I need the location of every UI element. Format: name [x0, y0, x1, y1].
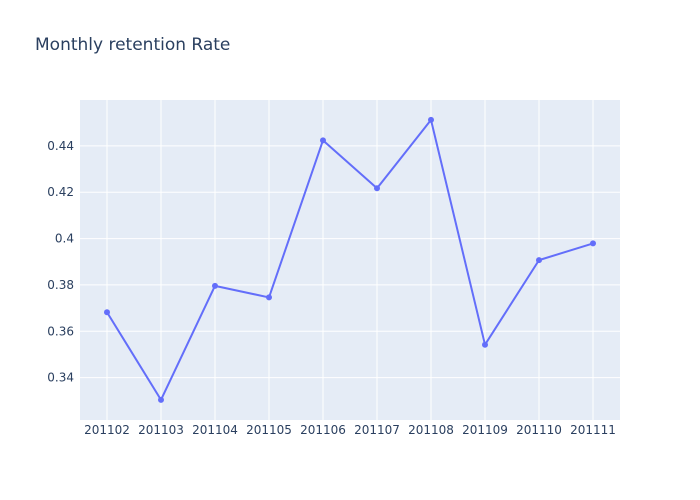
data-point[interactable]	[320, 137, 326, 144]
y-tick-label: 0.36	[47, 324, 74, 338]
data-point[interactable]	[482, 341, 488, 348]
y-tick-label: 0.44	[47, 139, 74, 153]
y-axis: 0.34 0.36 0.38 0.4 0.42 0.44	[47, 139, 74, 385]
series-line	[106, 118, 594, 401]
data-point[interactable]	[374, 185, 380, 192]
x-tick-label: 201102	[84, 423, 130, 437]
data-point[interactable]	[428, 116, 434, 123]
x-tick-label: 201110	[516, 423, 562, 437]
x-tick-label: 201104	[192, 423, 238, 437]
x-tick-label: 201103	[138, 423, 184, 437]
y-tick-label: 0.38	[47, 278, 74, 292]
x-tick-label: 201111	[570, 423, 616, 437]
y-tick-label: 0.4	[55, 232, 74, 246]
data-point[interactable]	[212, 282, 218, 289]
series-layer	[104, 116, 596, 403]
chart-title: Monthly retention Rate	[35, 35, 230, 55]
y-tick-label: 0.42	[47, 185, 74, 199]
grid-lines	[80, 100, 620, 420]
x-tick-label: 201109	[462, 423, 508, 437]
data-point[interactable]	[266, 294, 272, 301]
plot-area	[80, 100, 620, 420]
data-point[interactable]	[536, 257, 542, 264]
x-tick-label: 201105	[246, 423, 292, 437]
data-point[interactable]	[590, 240, 596, 247]
x-tick-label: 201108	[408, 423, 454, 437]
x-axis: 201102 201103 201104 201105 201106 201107 2011…	[84, 423, 616, 437]
data-point[interactable]	[104, 309, 110, 316]
data-point[interactable]	[158, 396, 164, 403]
y-tick-label: 0.34	[47, 371, 74, 385]
x-tick-label: 201107	[354, 423, 400, 437]
x-tick-label: 201106	[300, 423, 346, 437]
